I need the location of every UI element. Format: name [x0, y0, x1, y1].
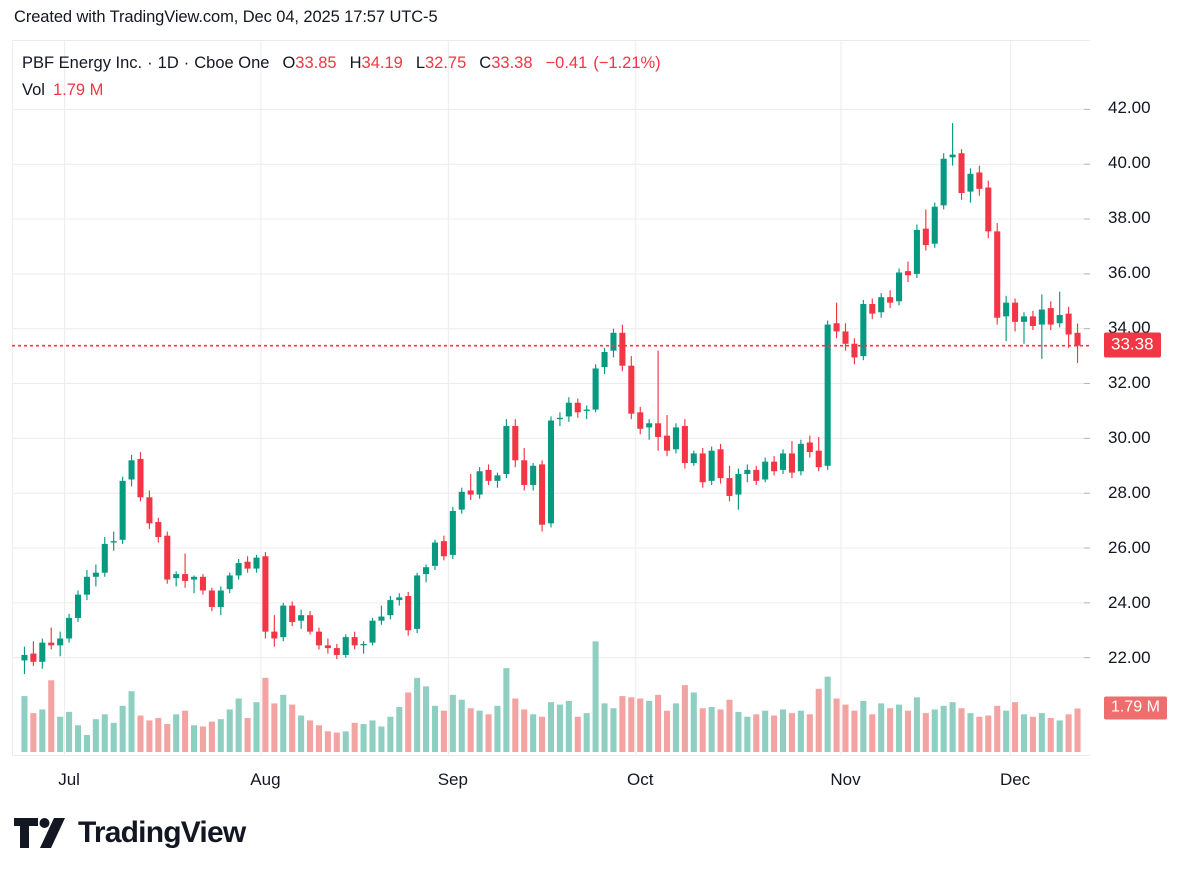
- price-tick-label: 34.00: [1108, 318, 1151, 338]
- time-tick-label: Nov: [830, 770, 861, 789]
- time-tick-label: Sep: [437, 770, 468, 789]
- volume-badge[interactable]: 1.79 M: [1104, 696, 1167, 720]
- price-tick-label: 30.00: [1108, 427, 1151, 447]
- price-tick-label: 32.00: [1108, 373, 1151, 392]
- time-scale[interactable]: Jul Aug Sep Oct Nov Dec: [12, 755, 1090, 795]
- chart-gridlines: [12, 41, 1090, 755]
- attribution-text: Created with TradingView.com, Dec 04, 20…: [14, 8, 438, 26]
- price-tick-label: 36.00: [1108, 263, 1151, 283]
- time-tick-label: Jul: [58, 770, 80, 789]
- candlestick-series: [12, 123, 1090, 753]
- price-tick-label: 42.00: [1108, 98, 1151, 118]
- time-tick-label: Oct: [627, 770, 654, 789]
- price-tick-label: 38.00: [1108, 208, 1151, 228]
- price-scale[interactable]: 42.00 40.00 38.00 36.00 34.00 32.00 30.00 28.00…: [1090, 40, 1188, 755]
- price-tick-label: 40.00: [1108, 153, 1151, 173]
- time-tick-label: Aug: [250, 770, 281, 789]
- chart-frame: PBF Energy Inc. · 1D · Cboe One O33.85 H…: [12, 40, 1188, 795]
- price-tick-label: 28.00: [1108, 482, 1151, 502]
- price-tick-label: 22.00: [1108, 647, 1151, 667]
- price-tick-label: 24.00: [1108, 592, 1151, 612]
- tradingview-wordmark: TradingView: [78, 816, 246, 849]
- time-tick-label: Dec: [999, 770, 1031, 789]
- tradingview-branding: TradingView: [14, 816, 246, 849]
- current-price-badge[interactable]: 33.38: [1104, 332, 1161, 358]
- tradingview-logo-icon: [14, 818, 66, 848]
- chart-plot-area[interactable]: PBF Energy Inc. · 1D · Cboe One O33.85 H…: [12, 40, 1090, 755]
- price-tick-label: 26.00: [1108, 537, 1151, 557]
